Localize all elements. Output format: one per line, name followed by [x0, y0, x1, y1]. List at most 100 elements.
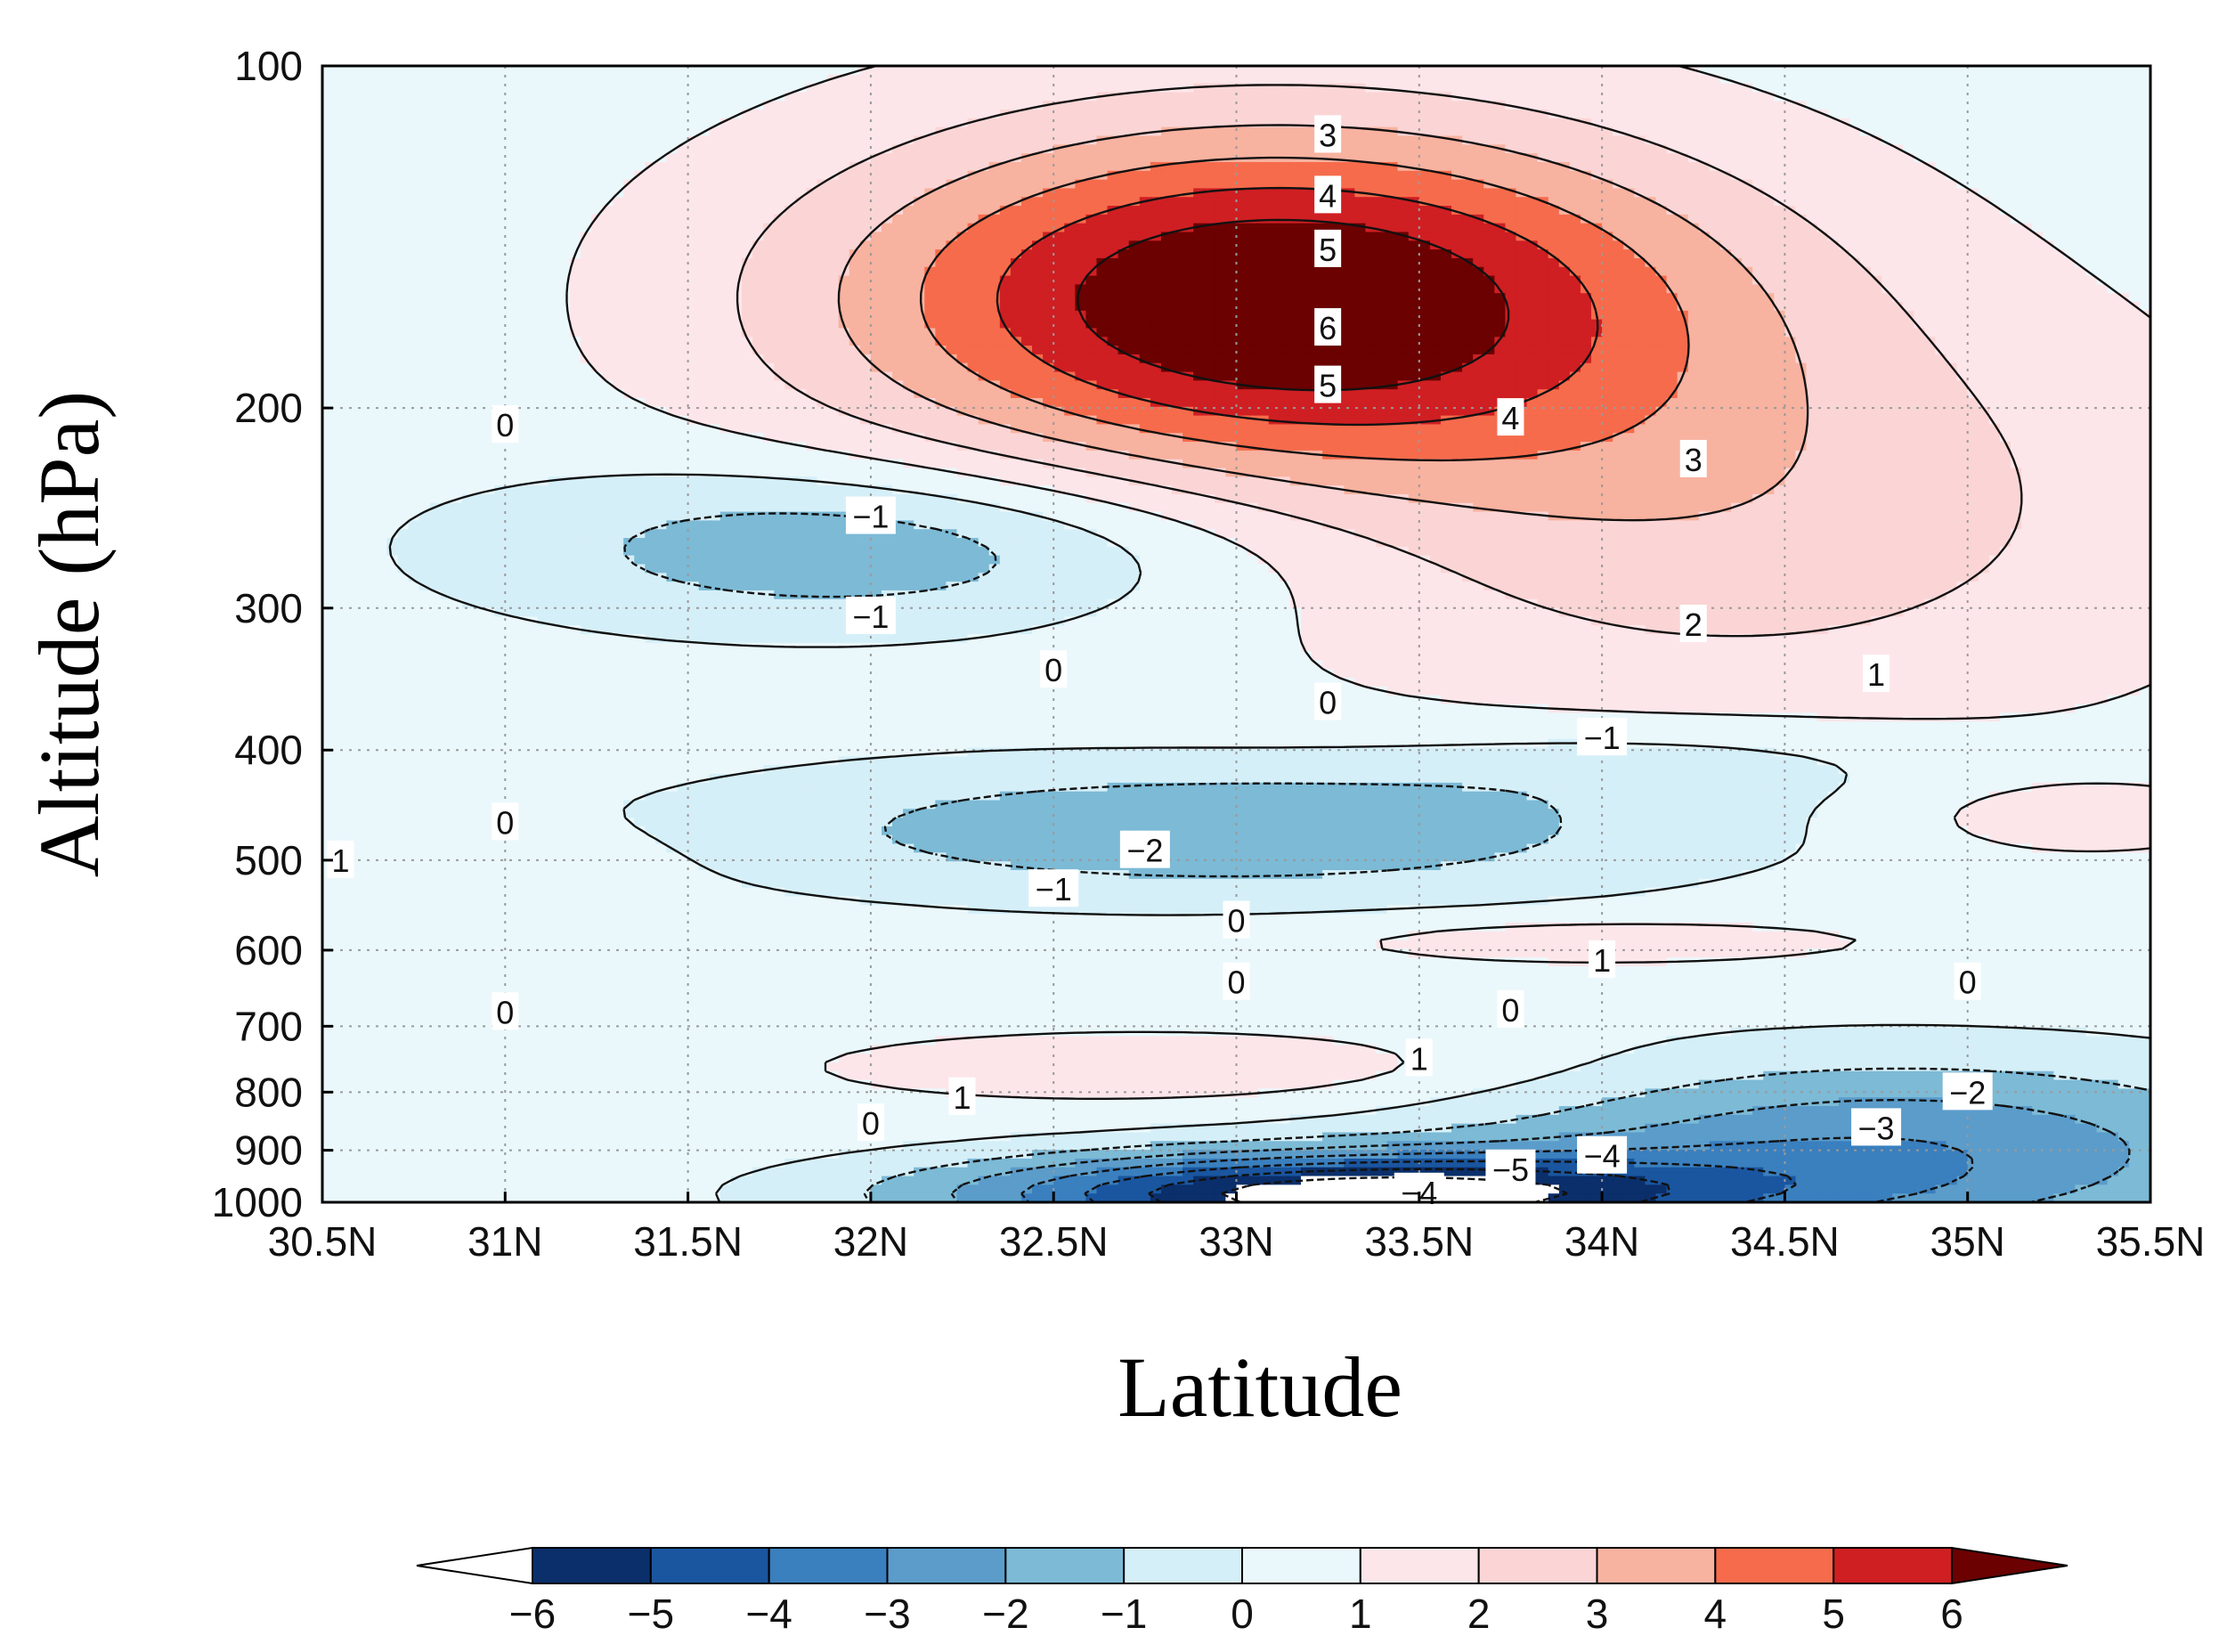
fill-cell [881, 249, 893, 259]
fill-cell [1580, 223, 1592, 233]
fill-cell [2053, 240, 2066, 250]
fill-cell [881, 161, 893, 172]
fill-cell [1784, 66, 1797, 76]
fill-cell [1365, 240, 1378, 250]
fill-cell [645, 170, 657, 181]
fill-cell [988, 266, 1001, 277]
fill-cell [817, 257, 829, 268]
fill-cell [1020, 188, 1033, 199]
fill-cell [988, 153, 1001, 163]
fill-cell [2117, 310, 2130, 321]
fill-cell [429, 110, 442, 119]
fill-cell [2043, 66, 2055, 76]
fill-cell [1418, 240, 1431, 250]
fill-cell [859, 179, 872, 190]
fill-cell [333, 135, 345, 146]
fill-cell [1032, 310, 1044, 321]
fill-cell [601, 197, 614, 207]
fill-cell [2085, 197, 2098, 207]
fill-cell [1247, 223, 1259, 233]
fill-cell [1526, 126, 1539, 137]
fill-cell [946, 135, 958, 146]
fill-cell [774, 83, 786, 94]
fill-cell [752, 293, 764, 303]
fill-cell [1537, 170, 1549, 181]
fill-cell [1742, 232, 1753, 242]
fill-cell [429, 310, 442, 321]
fill-cell [429, 293, 442, 303]
fill-cell [2043, 153, 2055, 163]
fill-cell [1988, 197, 2001, 207]
fill-cell [1795, 232, 1808, 242]
fill-cell [1677, 135, 1689, 146]
fill-cell [1193, 232, 1206, 242]
fill-cell [1591, 302, 1603, 312]
fill-cell [1881, 83, 1893, 94]
fill-cell [569, 266, 581, 277]
fill-cell [1645, 66, 1657, 76]
fill-cell [2085, 66, 2098, 76]
fill-cell [1150, 310, 1162, 321]
fill-cell [1763, 188, 1776, 199]
fill-cell [1548, 197, 1560, 207]
fill-cell [537, 170, 549, 181]
fill-cell [440, 135, 452, 146]
fill-cell [1666, 223, 1678, 233]
fill-cell [1859, 135, 1872, 146]
fill-cell [1881, 214, 1893, 224]
fill-cell [1999, 144, 2012, 154]
fill-cell [1429, 170, 1442, 181]
fill-cell [1795, 126, 1808, 137]
fill-cell [1483, 240, 1496, 250]
fill-cell [419, 319, 431, 330]
fill-cell [1279, 83, 1291, 94]
fill-cell [1613, 249, 1625, 259]
fill-cell [1225, 293, 1238, 303]
fill-cell [1386, 92, 1399, 102]
fill-cell [505, 144, 517, 154]
fill-cell [1043, 214, 1054, 224]
fill-cell [698, 101, 711, 110]
fill-cell [2139, 110, 2150, 119]
fill-cell [1537, 275, 1549, 286]
fill-cell [365, 223, 378, 233]
fill-cell [946, 319, 958, 330]
fill-cell [333, 206, 345, 216]
fill-cell [1247, 92, 1259, 102]
fill-cell [1160, 257, 1173, 268]
fill-cell [2021, 83, 2033, 94]
fill-cell [548, 284, 560, 294]
fill-cell [386, 170, 399, 181]
fill-cell [967, 161, 979, 172]
fill-cell [709, 275, 721, 286]
fill-cell [719, 179, 732, 190]
fill-cell [1150, 206, 1162, 216]
fill-cell [613, 223, 624, 233]
fill-cell [1634, 92, 1646, 102]
fill-cell [1946, 275, 1958, 286]
fill-cell [999, 223, 1012, 233]
fill-cell [1139, 310, 1151, 321]
fill-cell [601, 319, 614, 330]
fill-cell [859, 284, 872, 294]
fill-cell [1365, 197, 1378, 207]
fill-cell [1322, 214, 1334, 224]
fill-cell [1193, 257, 1206, 268]
fill-cell [2011, 249, 2022, 259]
fill-cell [1150, 153, 1162, 163]
fill-cell [1742, 74, 1753, 85]
fill-cell [1838, 310, 1850, 321]
fill-cell [494, 179, 507, 190]
fill-cell [1537, 206, 1549, 216]
fill-cell [1784, 153, 1797, 163]
fill-cell [1967, 118, 1979, 128]
fill-cell [2021, 197, 2033, 207]
fill-cell [623, 214, 636, 224]
fill-cell [827, 223, 840, 233]
fill-cell [1160, 74, 1173, 85]
fill-cell [687, 257, 700, 268]
fill-cell [709, 135, 721, 146]
fill-cell [752, 240, 764, 250]
fill-cell [2107, 240, 2119, 250]
fill-cell [613, 118, 624, 128]
